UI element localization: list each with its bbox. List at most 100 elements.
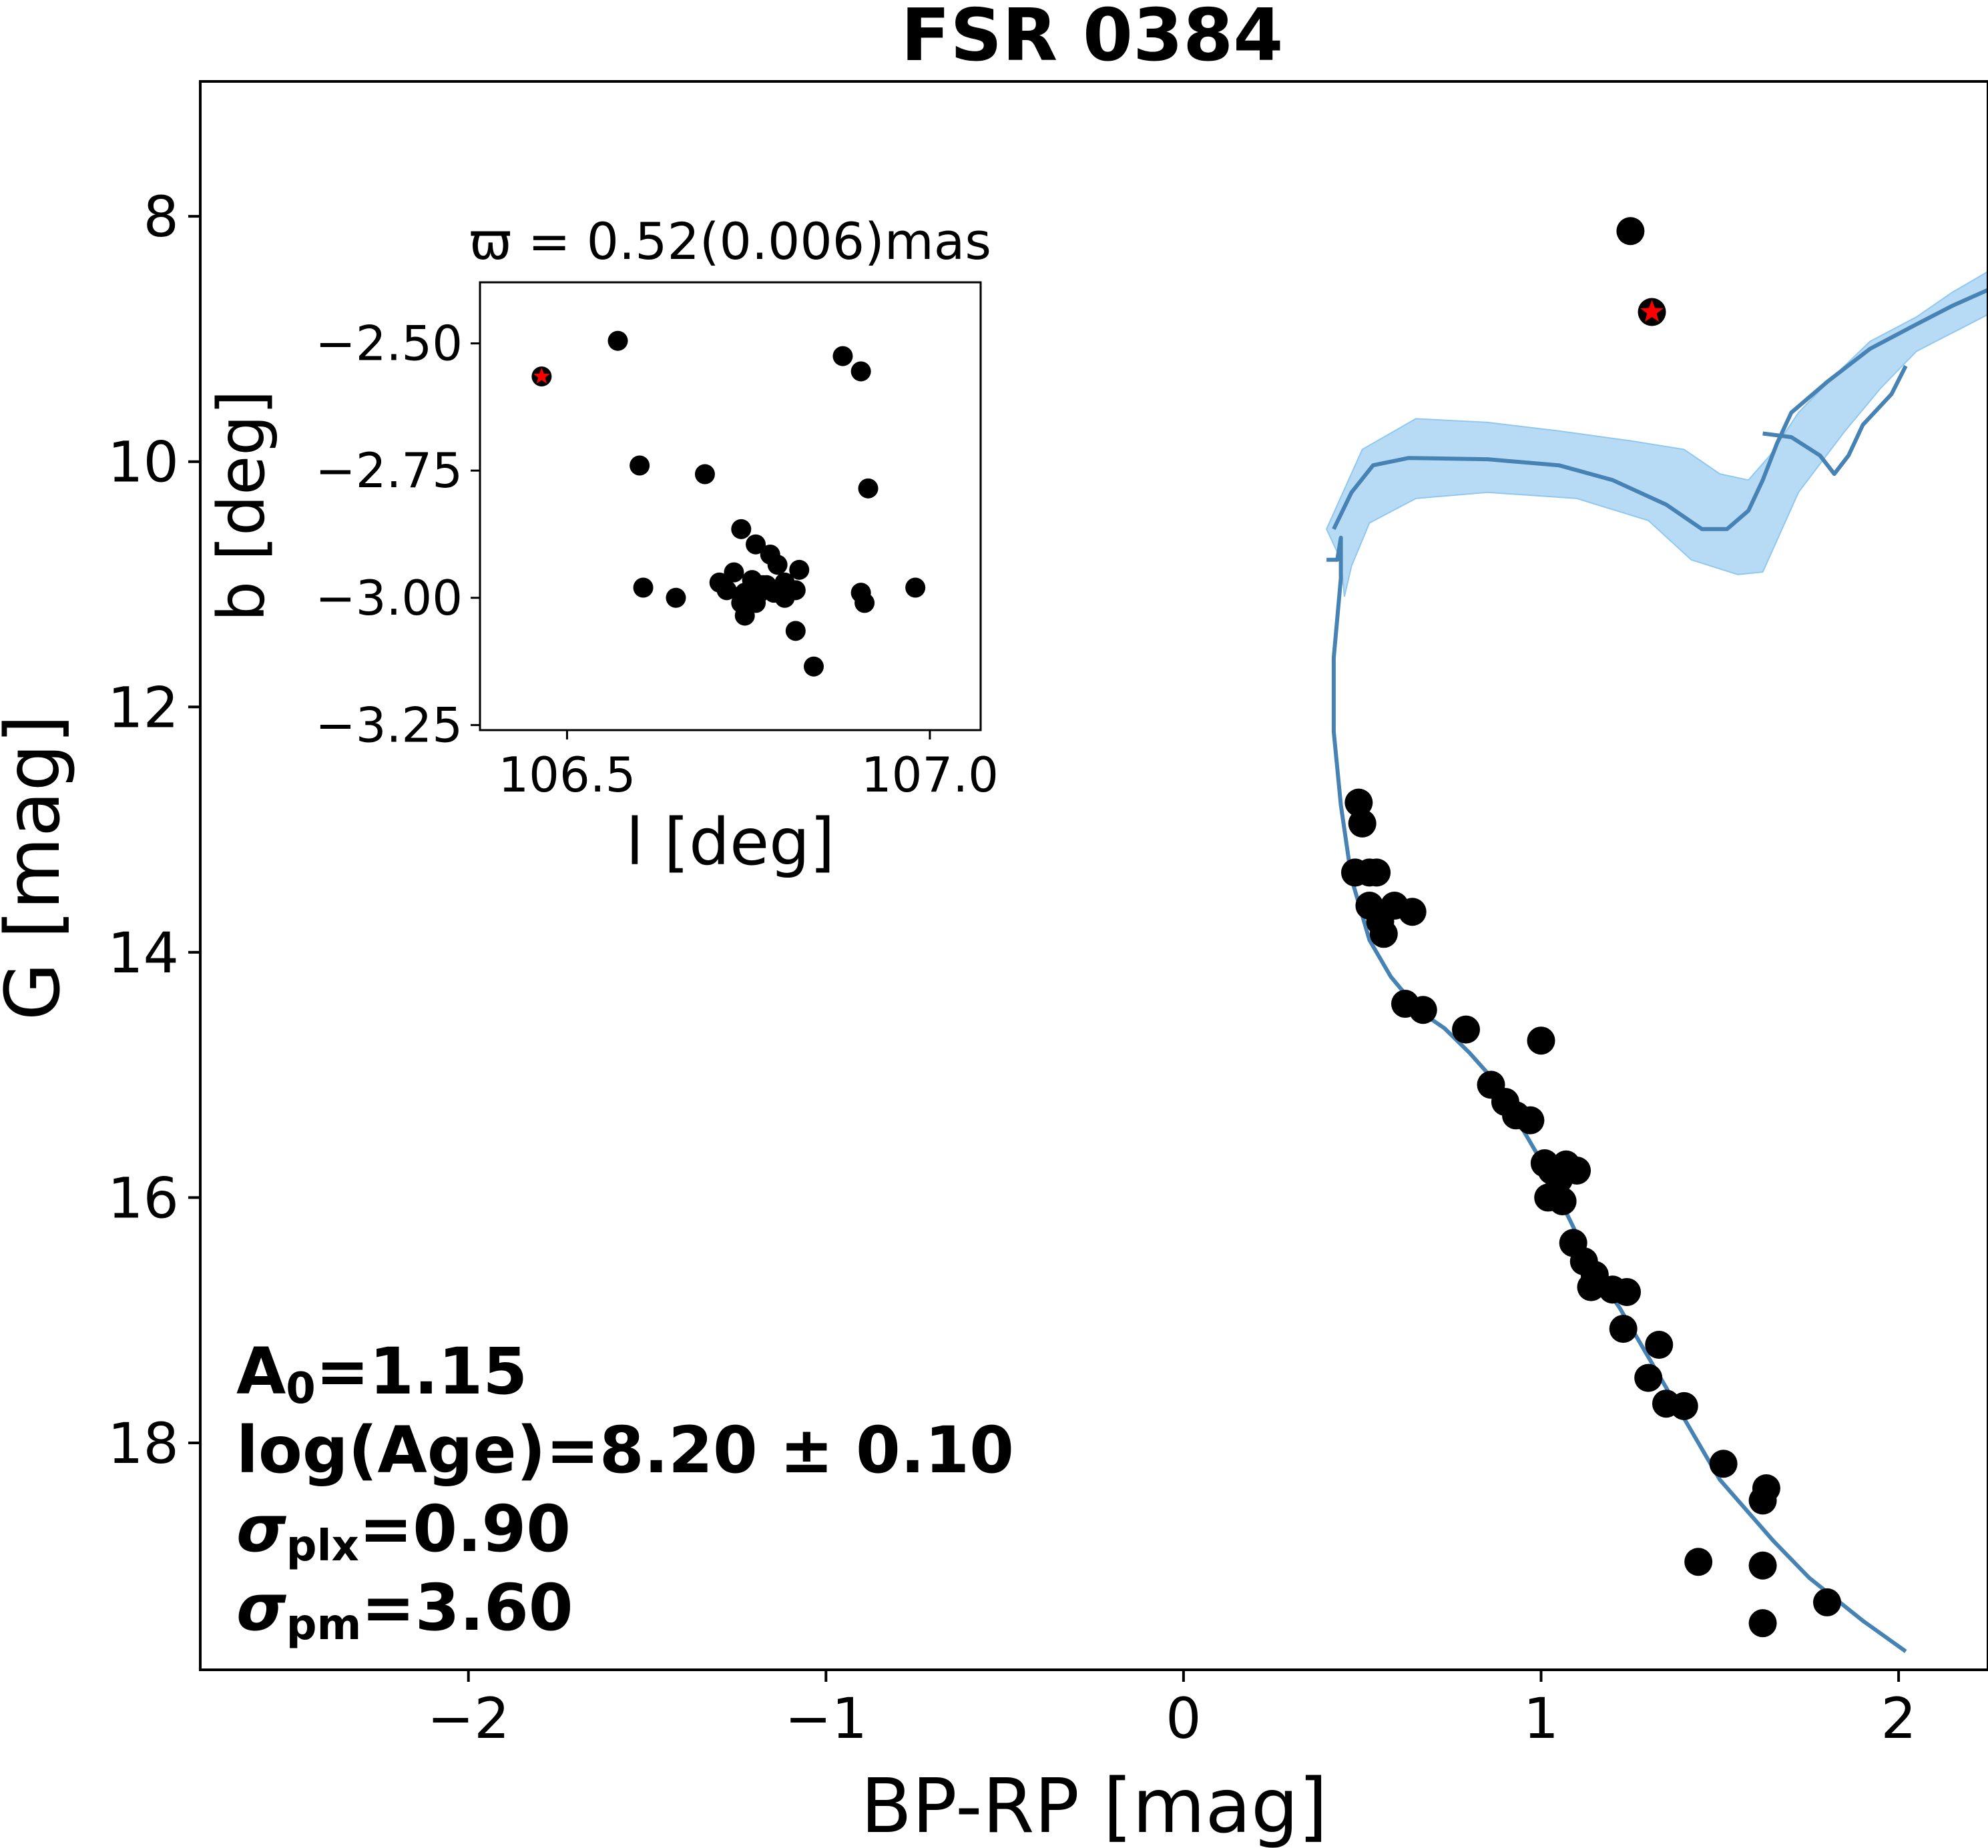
inset-member-point [666,587,686,608]
inset-plot: ϖ = 0.52(0.006)mas 106.5 107.0 −2.50 −2.75… [204,212,999,880]
main-data-points [1340,217,1841,1638]
highlighted-star-point [1640,300,1664,322]
inset-member-point [854,593,875,613]
member-point [1609,1315,1638,1343]
inset-member-point [716,580,737,601]
main-y-tick-label: 12 [107,675,179,740]
member-point [1616,217,1645,246]
inset-member-point [774,587,795,608]
main-y-tick-label: 14 [107,920,179,986]
member-point [1398,898,1427,926]
main-x-tick-label: −2 [427,1686,510,1751]
annotation-sigma-plx-value: =0.90 [359,1492,571,1566]
fit-annotations: A0=1.15 log(Age)=8.20 ± 0.10 σplx=0.90 σ… [236,1334,1014,1650]
inset-y-ticks: −2.50 −2.75 −3.00 −3.25 [315,316,480,753]
inset-y-tick-label: −3.25 [315,697,463,753]
inset-member-point [858,478,879,499]
inset-y-axis-label: b [deg] [204,390,279,621]
inset-plot-frame [479,281,982,731]
annotation-extinction-subscript: 0 [286,1364,316,1414]
main-y-axis-label: G [mag] [0,715,77,1021]
annotation-sigma-plx: σplx=0.90 [236,1492,571,1571]
inset-y-tick-label: −3.00 [315,570,463,626]
member-point [1748,1609,1777,1638]
inset-member-point [607,330,628,351]
inset-member-point [731,519,752,539]
inset-x-tick-label: 106.5 [498,747,636,803]
inset-member-point [804,656,824,677]
member-point [1684,1548,1713,1576]
member-point [1748,1486,1777,1515]
annotation-sigma-pm-subscript: pm [286,1600,362,1650]
inset-background [480,282,981,730]
annotation-age: log(Age)=8.20 ± 0.10 [236,1413,1014,1488]
inset-x-tick-label: 107.0 [861,747,999,803]
inset-member-point [752,575,773,595]
member-point [1409,996,1437,1024]
member-point [1548,1187,1577,1215]
member-point [1634,1363,1663,1392]
main-y-tick-label: 18 [107,1411,179,1476]
member-point [1563,1157,1591,1185]
annotation-sigma-pm-symbol: σ [236,1570,286,1645]
annotation-sigma-plx-symbol: σ [236,1492,286,1566]
inset-member-point [905,577,926,598]
member-point [1344,788,1373,817]
isochrone-giant-branch [1332,288,1988,531]
main-x-tick-label: 2 [1881,1686,1916,1751]
member-point [1452,1015,1481,1044]
member-point [1527,1026,1555,1055]
annotation-sigma-pm-value: =3.60 [361,1570,573,1645]
uncertainty-band [1326,270,1988,597]
main-x-ticks: −2 −1 0 1 2 [427,1670,1917,1751]
member-point [1670,1392,1698,1420]
inset-member-point [832,346,853,366]
member-point [1516,1106,1545,1135]
member-point [1613,1277,1642,1306]
member-point [1577,1273,1605,1301]
inset-member-point [789,559,810,580]
main-x-axis-label: BP-RP [mag] [860,1763,1328,1848]
member-point [1362,858,1391,887]
main-y-tick-label: 10 [107,430,179,495]
inset-member-point [734,605,755,626]
member-point [1369,920,1398,948]
inset-y-tick-label: −2.75 [315,442,463,499]
inset-highlighted-star-point [533,368,550,384]
main-title: FSR 0384 [901,0,1284,77]
main-x-tick-label: 0 [1166,1686,1201,1751]
inset-x-axis-label: l [deg] [626,805,834,880]
main-x-tick-label: −1 [784,1686,867,1751]
annotation-extinction: A0=1.15 [236,1334,527,1414]
member-point [1748,1551,1777,1580]
inset-member-point [785,621,806,641]
main-x-tick-label: 1 [1523,1686,1559,1751]
inset-member-point [694,464,715,485]
inset-data-points [531,330,926,677]
member-point [1812,1588,1841,1616]
inset-member-point [633,577,654,598]
main-y-tick-label: 16 [107,1165,179,1231]
isochrone-uncertainty-band [1326,270,1988,597]
inset-y-tick-label: −2.50 [315,316,463,372]
inset-member-point [767,555,788,575]
main-y-ticks: 8 10 12 14 16 18 [107,184,200,1476]
inset-x-ticks: 106.5 107.0 [498,730,999,803]
main-plot-frame [199,80,1988,1671]
annotation-sigma-pm: σpm=3.60 [236,1570,573,1650]
main-y-tick-label: 8 [144,184,179,250]
member-point [1709,1450,1738,1478]
inset-title: ϖ = 0.52(0.006)mas [469,212,991,271]
annotation-extinction-value: =1.15 [316,1334,527,1409]
isochrone-blue-loop [1762,365,1908,477]
inset-member-point [746,534,766,555]
inset-member-point [724,562,744,583]
annotation-sigma-plx-subscript: plx [286,1522,359,1571]
annotation-extinction-symbol: A [236,1334,286,1409]
member-point [1645,1330,1674,1359]
inset-member-point [630,455,650,476]
inset-member-point [850,361,871,382]
member-point [1348,809,1377,838]
